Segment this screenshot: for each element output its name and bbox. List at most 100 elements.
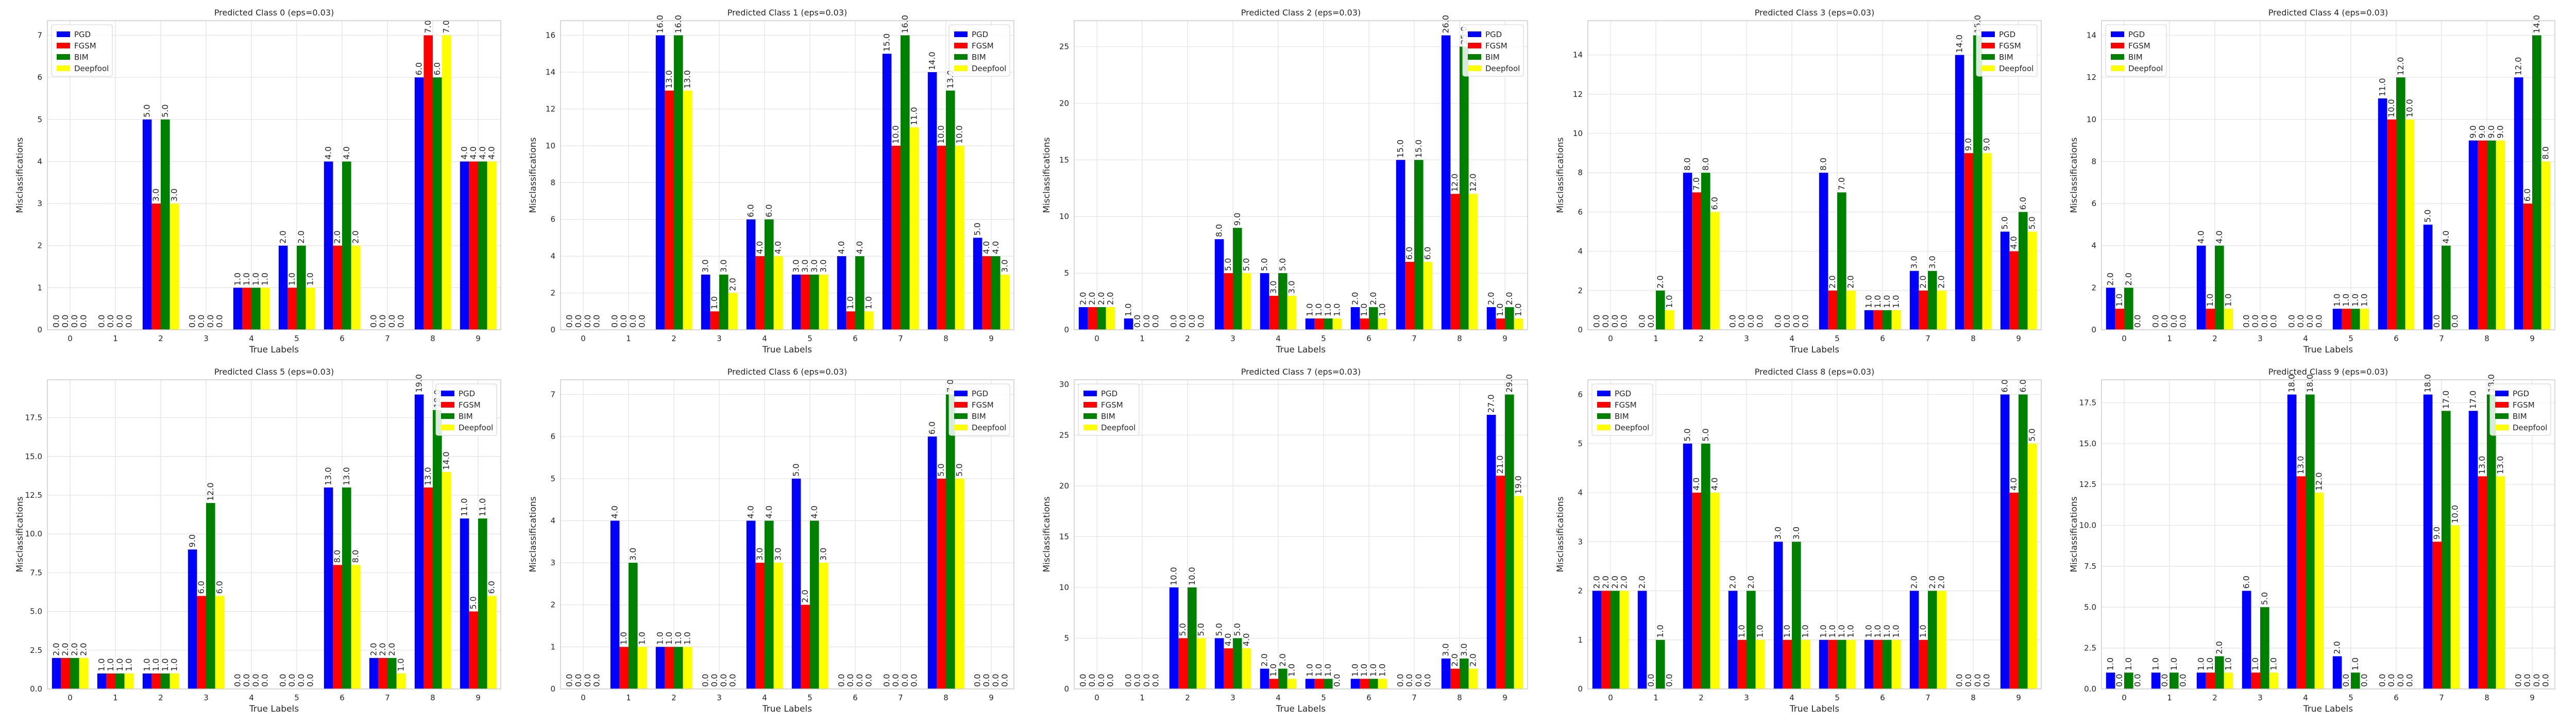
y-axis-label: Misclassifications <box>15 137 25 213</box>
y-axis-label: Misclassifications <box>528 137 538 213</box>
bar-value-label: 4.0 <box>1691 478 1701 491</box>
bar-pgd <box>188 549 197 689</box>
bar-fgsm <box>1601 591 1611 689</box>
bar-value-label: 2.0 <box>2214 641 2224 654</box>
bar-value-label: 17.0 <box>2441 391 2451 409</box>
y-axis-label: Misclassifications <box>2069 496 2079 572</box>
bar-deepfool <box>260 288 270 330</box>
bar-pgd <box>2332 656 2342 689</box>
bar-value-label: 10.0 <box>2450 505 2460 524</box>
bar-bim <box>2487 394 2496 689</box>
bar-fgsm <box>1496 476 1505 689</box>
bar-value-label: 1.0 <box>2151 658 2161 670</box>
x-tick-label: 7 <box>385 334 390 343</box>
x-tick-label: 3 <box>204 334 209 343</box>
x-tick-label: 3 <box>717 334 722 343</box>
x-axis-label: True Labels <box>1789 345 1839 355</box>
bar-value-label: 4.0 <box>486 146 496 159</box>
bar-pgd <box>1260 273 1269 330</box>
x-tick-label: 2 <box>2212 693 2217 702</box>
bar-pgd <box>2151 672 2161 689</box>
bar-pgd <box>2468 140 2478 330</box>
legend-swatch-bim <box>1083 413 1097 419</box>
bar-value-label: 12.0 <box>2514 57 2523 76</box>
legend-label: FGSM <box>1485 41 1507 50</box>
y-tick-label: 30 <box>1059 380 1069 389</box>
bar-fgsm <box>1088 307 1097 330</box>
y-tick-label: 4 <box>550 516 555 525</box>
bar-value-label: 0.0 <box>909 674 919 687</box>
bar-deepfool <box>2027 231 2037 330</box>
bar-value-label: 3.0 <box>169 189 179 201</box>
x-tick-label: 7 <box>1925 334 1930 343</box>
legend-label: BIM <box>74 53 89 62</box>
bar-bim <box>1883 639 1892 689</box>
legend-swatch-deepfool <box>2111 65 2124 71</box>
legend: PGD FGSM BIM Deepfool <box>1976 24 2038 77</box>
bar-value-label: 5.0 <box>1232 623 1242 636</box>
bar-pgd <box>1305 318 1315 330</box>
bar-value-label: 9.0 <box>2468 125 2478 138</box>
bar-bim <box>1656 290 1665 330</box>
bar-value-label: 6.0 <box>764 204 774 217</box>
bar-value-label: 5.0 <box>1178 623 1188 636</box>
y-tick-label: 0.0 <box>30 684 42 694</box>
x-tick-label: 1 <box>1140 693 1145 702</box>
y-tick-label: 3 <box>1578 537 1583 546</box>
legend-label: BIM <box>2128 53 2143 62</box>
x-tick-label: 6 <box>853 693 858 702</box>
bar-value-label: 13.0 <box>664 70 674 89</box>
legend-swatch-bim <box>441 413 454 419</box>
bar-value-label: 11.0 <box>909 107 919 126</box>
bar-value-label: 0.0 <box>719 674 728 687</box>
legend-swatch-bim <box>2495 413 2509 419</box>
bar-pgd <box>610 520 620 689</box>
bar-fgsm <box>1828 639 1837 689</box>
bar-value-label: 4.0 <box>2441 230 2451 243</box>
y-tick-label: 15 <box>1059 155 1069 164</box>
bar-bim <box>433 410 442 689</box>
y-tick-label: 4 <box>1578 247 1583 256</box>
x-tick-label: 5 <box>807 334 812 343</box>
x-tick-label: 2 <box>1185 334 1190 343</box>
bar-value-label: 0.0 <box>1096 674 1106 687</box>
bar-value-label: 2.0 <box>1827 275 1837 288</box>
bar-value-label: 9.0 <box>2486 125 2496 138</box>
bar-value-label: 1.0 <box>1882 625 1892 637</box>
y-tick-label: 6 <box>550 215 555 224</box>
bar-bim <box>810 274 819 330</box>
bar-value-label: 2.0 <box>332 230 342 243</box>
bar-value-label: 4.0 <box>755 241 765 254</box>
bar-deepfool <box>442 35 451 330</box>
legend-label: PGD <box>1615 389 1631 398</box>
bar-value-label: 2.0 <box>1746 576 1756 588</box>
bar-deepfool <box>1514 318 1523 330</box>
bar-value-label: 2.0 <box>1278 653 1287 666</box>
bar-fgsm <box>2009 251 2019 330</box>
bar-bim <box>2215 245 2224 330</box>
x-tick-label: 4 <box>2303 334 2308 343</box>
bar-pgd <box>1396 160 1405 330</box>
legend-label: PGD <box>972 30 988 39</box>
bar-pgd <box>142 119 152 330</box>
bar-value-label: 3.0 <box>800 259 810 272</box>
bar-value-label: 10.0 <box>954 125 964 144</box>
bar-value-label: 0.0 <box>2396 674 2405 687</box>
bar-value-label: 6.0 <box>927 422 937 434</box>
bar-bim <box>1505 394 1514 689</box>
bar-fgsm <box>1178 638 1188 689</box>
legend-swatch-bim <box>954 54 968 60</box>
bar-pgd <box>1819 173 1828 330</box>
bar-value-label: 1.0 <box>1873 625 1883 637</box>
bar-value-label: 4.0 <box>2009 478 2019 491</box>
bar-value-label: 1.0 <box>251 273 261 285</box>
legend-label: PGD <box>1999 30 2015 39</box>
y-tick-label: 25 <box>1059 42 1069 52</box>
bar-fgsm <box>1405 262 1414 330</box>
bar-value-label: 1.0 <box>124 658 133 671</box>
bar-value-label: 2.0 <box>2124 273 2133 285</box>
bar-pgd <box>1864 639 1874 689</box>
legend-box <box>1976 24 2038 77</box>
